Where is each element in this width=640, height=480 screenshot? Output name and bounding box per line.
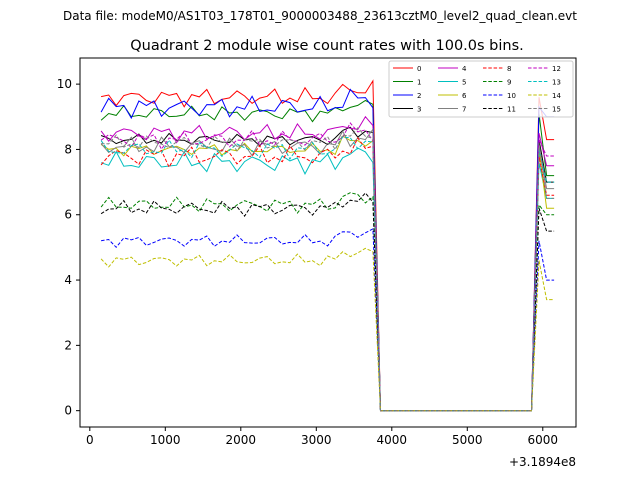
series-line-14 — [100, 247, 555, 412]
x-tick-label: 0 — [86, 433, 94, 447]
series-line-3 — [100, 126, 555, 412]
x-tick-label: 3000 — [301, 433, 332, 447]
legend-label-13: 13 — [552, 79, 561, 87]
legend-label-9: 9 — [507, 79, 511, 87]
axis-layer: 0 1000 2000 3000 4000 5000 6000 0 2 4 6 8 10 — [57, 77, 558, 447]
y-tick-label: 4 — [64, 273, 72, 287]
x-tick-label: 1000 — [150, 433, 181, 447]
series-line-5 — [100, 147, 555, 412]
x-tick-label: 5000 — [452, 433, 483, 447]
y-tick-label: 10 — [57, 77, 72, 91]
legend-label-2: 2 — [417, 92, 421, 100]
x-tick-label: 2000 — [226, 433, 257, 447]
suptitle: Data file: modeM0/AS1T03_178T01_90000034… — [63, 9, 577, 23]
series-line-8 — [100, 137, 555, 412]
series-layer — [100, 79, 555, 412]
plot-frame — [79, 57, 577, 428]
legend-label-14: 14 — [552, 92, 561, 100]
legend-box — [388, 60, 574, 118]
x-tick-label: 4000 — [377, 433, 408, 447]
legend-label-5: 5 — [462, 79, 466, 87]
y-tick-label: 0 — [64, 404, 72, 418]
legend-label-11: 11 — [507, 106, 516, 114]
legend-label-1: 1 — [417, 79, 421, 87]
series-line-4 — [100, 115, 555, 412]
series-line-13 — [100, 136, 555, 412]
legend-label-10: 10 — [507, 92, 516, 100]
series-line-9 — [100, 192, 555, 412]
series-line-15 — [101, 127, 555, 412]
series-line-6 — [100, 135, 555, 412]
legend-label-4: 4 — [462, 65, 467, 73]
legend-label-8: 8 — [507, 65, 511, 73]
y-tick-label: 2 — [64, 338, 72, 352]
legend-label-6: 6 — [462, 92, 467, 100]
x-tick-label: 6000 — [528, 433, 559, 447]
legend-label-12: 12 — [552, 65, 561, 73]
y-tick-label: 8 — [64, 142, 72, 156]
chart-title: Quadrant 2 module wise count rates with … — [130, 38, 524, 54]
legend-label-0: 0 — [417, 65, 421, 73]
x-offset-label: +3.1894e8 — [509, 455, 576, 469]
series-line-11 — [100, 192, 555, 412]
legend-label-15: 15 — [552, 106, 561, 114]
y-tick-label: 6 — [64, 208, 72, 222]
legend-label-7: 7 — [462, 106, 466, 114]
series-line-7 — [100, 127, 555, 412]
legend-label-3: 3 — [417, 106, 421, 114]
